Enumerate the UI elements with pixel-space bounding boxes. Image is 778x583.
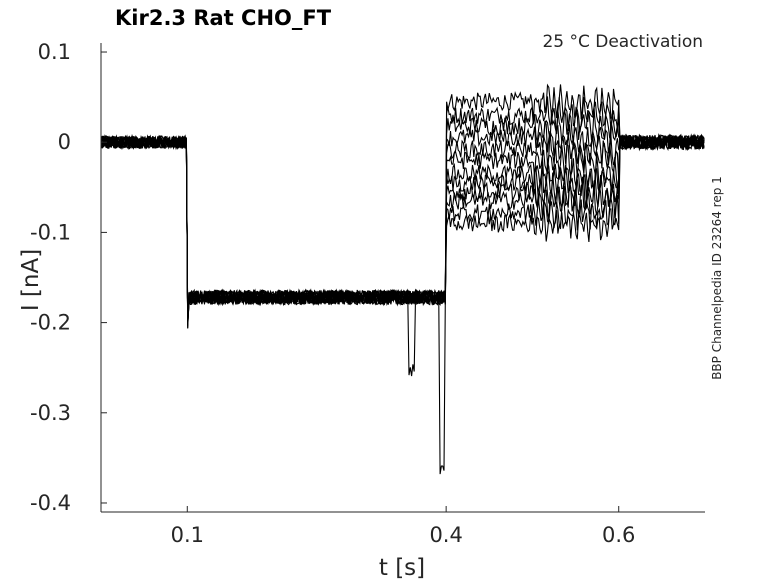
current-trace [100,133,705,321]
y-axis-label: I [nA] [18,249,44,311]
current-trace [100,96,705,323]
axes: 0.1 0 -0.1 -0.2 -0.3 -0.4 0.1 0.4 0.6 [30,40,705,547]
channelpedia-id-label: BBP Channelpedia ID 23264 rep 1 [710,176,724,380]
y-tick-label: -0.4 [30,491,71,515]
current-trace [100,120,705,377]
chart-title: Kir2.3 Rat CHO_FT [115,6,332,30]
x-tick-label: 0.1 [171,523,204,547]
x-tick-label: 0.6 [602,523,635,547]
x-tick-label: 0.4 [429,523,462,547]
condition-annotation: 25 °C Deactivation [542,32,703,52]
y-tick-label: 0 [58,130,71,154]
labels: Kir2.3 Rat CHO_FT 25 °C Deactivation t [… [18,6,724,581]
y-tick-label: -0.2 [30,311,71,335]
trace-group [100,83,705,475]
x-axis-label: t [s] [379,555,425,581]
current-trace [100,108,705,321]
y-tick-label: -0.1 [30,220,71,244]
y-tick-label: -0.3 [30,401,71,425]
y-tick-label: 0.1 [38,40,71,64]
